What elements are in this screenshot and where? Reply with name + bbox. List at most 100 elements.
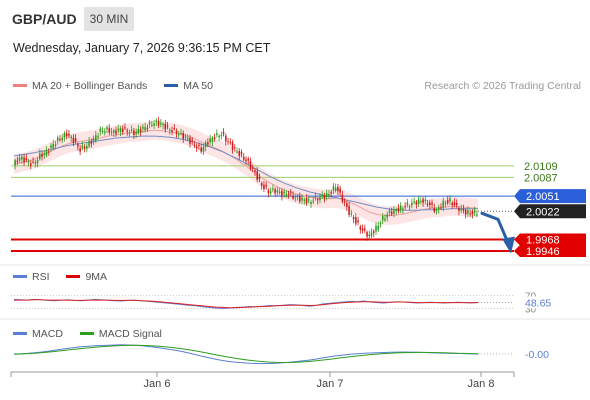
legend-item-ma20: MA 20 + Bollinger Bands <box>13 80 147 92</box>
candle-body <box>146 127 149 129</box>
candle-body <box>61 137 63 141</box>
candle-body <box>99 128 102 132</box>
candle-body <box>305 198 308 204</box>
candle-body <box>225 135 227 142</box>
candle-body <box>92 138 95 141</box>
candle-body <box>332 186 335 191</box>
candle-body <box>446 200 449 204</box>
candle-body <box>469 213 471 215</box>
candle-body <box>449 198 451 202</box>
candle-body <box>25 158 28 160</box>
candle-body <box>381 216 384 221</box>
level-label-resistance: 2.0087 <box>524 172 558 184</box>
legend-swatch-macd <box>13 331 27 335</box>
candle-body <box>361 228 364 231</box>
candle-body <box>348 206 350 215</box>
candle-body <box>460 208 462 211</box>
candle-body <box>411 202 413 206</box>
candle-body <box>148 122 151 125</box>
candle-body <box>437 207 440 210</box>
candle-body <box>95 135 97 142</box>
candle-body <box>299 196 301 202</box>
legend-swatch-9ma <box>66 274 81 278</box>
candle-body <box>124 127 126 129</box>
candle-body <box>467 210 469 214</box>
candle-body <box>153 123 155 126</box>
candle-body <box>119 128 122 133</box>
candle-body <box>424 199 427 202</box>
candle-body <box>238 151 241 156</box>
candle-body <box>402 208 404 211</box>
candle-body <box>50 145 52 148</box>
candle-body <box>283 191 285 194</box>
candle-body <box>395 209 397 212</box>
candle-body <box>301 197 303 201</box>
timeframe-button[interactable]: 30 MIN <box>84 7 134 31</box>
candle-body <box>121 128 124 132</box>
candle-body <box>14 160 16 166</box>
candle-body <box>110 131 113 133</box>
candle-body <box>126 130 128 132</box>
candle-body <box>198 144 200 146</box>
candle-body <box>260 183 263 186</box>
projection-arrowhead <box>502 236 515 254</box>
candle-body <box>177 134 180 136</box>
candle-body <box>38 153 41 160</box>
symbol-title: GBP/AUD <box>12 11 77 27</box>
x-tick-label: Jan 6 <box>144 378 171 390</box>
candle-body <box>386 214 389 218</box>
candle-body <box>236 151 238 153</box>
candle-body <box>384 218 386 221</box>
candle-body <box>45 150 48 156</box>
candle-body <box>442 200 445 208</box>
rsi-last-bg <box>522 296 554 309</box>
candle-body <box>359 226 362 230</box>
candle-body <box>413 201 415 203</box>
candle-body <box>352 217 355 220</box>
candle-body <box>56 137 59 141</box>
candle-body <box>204 142 207 148</box>
research-credit: Research © 2026 Trading Central <box>424 80 581 92</box>
candle-body <box>393 209 395 214</box>
candle-body <box>216 133 218 135</box>
rsi-ma9-line <box>14 299 478 309</box>
candle-body <box>81 145 84 149</box>
rsi-legend: RSI 9MA <box>13 271 121 283</box>
candle-body <box>372 231 375 234</box>
candle-body <box>157 120 160 126</box>
report-datetime: Wednesday, January 7, 2026 9:36:15 PM CE… <box>13 41 271 55</box>
candle-body <box>339 188 341 193</box>
candle-body <box>453 202 456 206</box>
candle-body <box>366 232 368 237</box>
legend-item-9ma: 9MA <box>66 271 107 283</box>
candle-body <box>254 170 256 172</box>
candle-body <box>128 132 131 134</box>
candle-body <box>316 199 319 201</box>
candle-body <box>54 144 57 146</box>
candle-body <box>247 158 250 161</box>
candle-body <box>242 157 245 160</box>
candle-body <box>182 132 185 139</box>
candle-body <box>207 142 209 145</box>
candle-body <box>218 135 220 138</box>
candle-body <box>142 126 144 129</box>
candle-body <box>108 128 111 133</box>
candle-body <box>72 137 75 143</box>
candle-body <box>420 201 422 203</box>
candle-body <box>379 223 382 225</box>
candle-body <box>52 143 55 149</box>
macd-last-label: -0.00 <box>525 349 549 361</box>
legend-swatch-ma20 <box>13 83 27 87</box>
level-label-support: 1.9968 <box>526 235 560 247</box>
candle-body <box>429 202 431 205</box>
legend-label-ma50: MA 50 <box>183 80 213 92</box>
candle-body <box>106 127 108 129</box>
candle-body <box>166 125 169 127</box>
candle-body <box>451 202 454 205</box>
candle-body <box>186 138 189 140</box>
candle-body <box>375 225 377 232</box>
macd-legend: MACD MACD Signal <box>13 328 176 340</box>
candle-body <box>133 130 135 136</box>
candle-body <box>330 192 332 194</box>
